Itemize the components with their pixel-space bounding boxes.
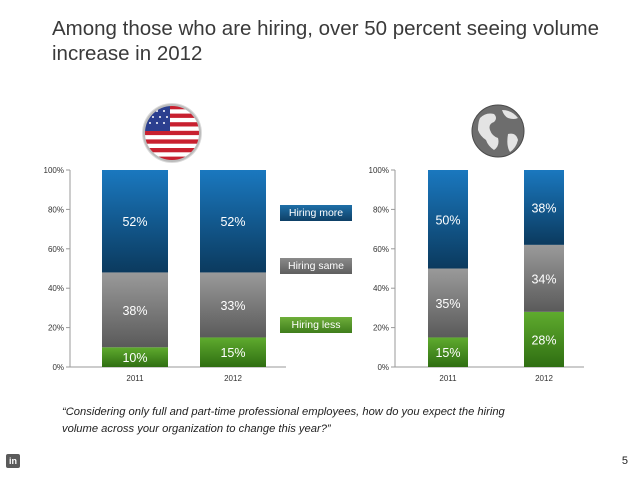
global-data-label-2011-less: 15%	[435, 346, 460, 360]
global-y-tick-label: 80%	[373, 205, 389, 214]
linkedin-logo-icon: in	[6, 454, 20, 468]
global-bar-2012-more	[524, 170, 564, 245]
us-data-label-2011-same: 38%	[122, 304, 147, 318]
us-y-tick-label: 100%	[44, 166, 64, 175]
page-title: Among those who are hiring, over 50 perc…	[52, 17, 599, 65]
us-bar-2011-same	[102, 272, 168, 348]
us-x-tick-label: 2012	[224, 374, 242, 383]
us-bar-2012-more	[200, 170, 266, 273]
us-bar-2012-same	[200, 272, 266, 338]
legend-hiring-same: Hiring same	[280, 258, 352, 274]
us-data-label-2011-less: 10%	[122, 351, 147, 365]
us-bar-2012-less	[200, 337, 266, 367]
global-data-label-2011-same: 35%	[435, 297, 460, 311]
us-bar-2011-less	[102, 347, 168, 367]
legend-hiring-less: Hiring less	[280, 317, 352, 333]
global-x-tick-label: 2012	[535, 374, 553, 383]
page-number: 5	[621, 455, 628, 467]
us-data-label-2012-more: 52%	[220, 215, 245, 229]
us-data-label-2012-same: 33%	[220, 299, 245, 313]
us-flag-icon	[142, 103, 202, 163]
global-data-label-2011-more: 50%	[435, 213, 460, 227]
global-bar-2011-same	[428, 268, 468, 338]
global-data-label-2012-more: 38%	[531, 201, 556, 215]
us-data-label-2012-less: 15%	[220, 346, 245, 360]
global-x-tick-label: 2011	[439, 374, 457, 383]
global-data-label-2012-less: 28%	[531, 333, 556, 347]
global-y-tick-label: 100%	[369, 166, 389, 175]
globe-icon	[471, 104, 525, 158]
global-bar-2011-less	[428, 337, 468, 367]
us-x-tick-label: 2011	[126, 374, 144, 383]
us-data-label-2011-more: 52%	[122, 215, 147, 229]
global-bar-2012-less	[524, 311, 564, 367]
us-y-tick-label: 0%	[52, 363, 64, 372]
us-y-tick-label: 80%	[48, 205, 64, 214]
global-y-tick-label: 60%	[373, 245, 389, 254]
global-bar-2012-same	[524, 244, 564, 312]
survey-question-quote: “Considering only full and part-time pro…	[62, 406, 505, 435]
us-bar-2011-more	[102, 170, 168, 273]
us-y-tick-label: 40%	[48, 284, 64, 293]
us-y-tick-label: 20%	[48, 324, 64, 333]
global-bar-2011-more	[428, 170, 468, 269]
global-y-tick-label: 40%	[373, 284, 389, 293]
global-y-tick-label: 20%	[373, 324, 389, 333]
global-y-tick-label: 0%	[377, 363, 389, 372]
legend-hiring-more: Hiring more	[280, 205, 352, 221]
us-y-tick-label: 60%	[48, 245, 64, 254]
global-data-label-2012-same: 34%	[531, 272, 556, 286]
